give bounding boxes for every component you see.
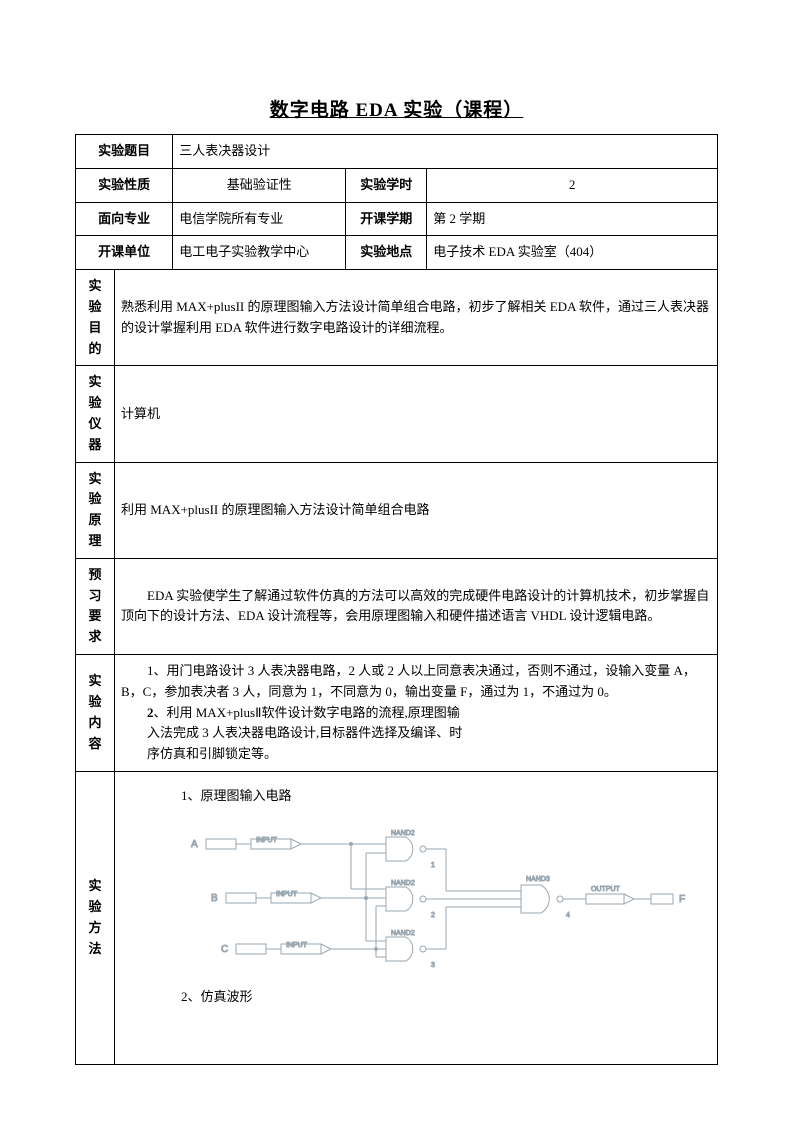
label-B: B bbox=[211, 893, 218, 904]
svg-text:NAND2: NAND2 bbox=[391, 830, 415, 837]
label-preview: 预习要求 bbox=[76, 558, 115, 654]
value-location: 电子技术 EDA 实验室（404） bbox=[427, 236, 718, 270]
value-content: 1、用门电路设计 3 人表决器电路，2 人或 2 人以上同意表决通过，否则不通过… bbox=[115, 654, 718, 771]
label-location: 实验地点 bbox=[346, 236, 427, 270]
svg-text:INPUT: INPUT bbox=[256, 837, 278, 844]
value-nature: 基础验证性 bbox=[173, 168, 346, 202]
label-instrument: 实验仪器 bbox=[76, 366, 115, 462]
label-principle: 实验原理 bbox=[76, 462, 115, 558]
label-major: 面向专业 bbox=[76, 202, 173, 236]
experiment-table: 实验题目 三人表决器设计 实验性质 基础验证性 实验学时 2 面向专业 电信学院… bbox=[75, 134, 718, 1065]
label-hours: 实验学时 bbox=[346, 168, 427, 202]
svg-text:2: 2 bbox=[431, 912, 435, 919]
value-purpose: 熟悉利用 MAX+plusII 的原理图输入方法设计简单组合电路，初步了解相关 … bbox=[115, 270, 718, 366]
svg-text:NAND2: NAND2 bbox=[391, 930, 415, 937]
svg-text:1: 1 bbox=[431, 862, 435, 869]
svg-text:3: 3 bbox=[431, 962, 435, 969]
label-semester: 开课学期 bbox=[346, 202, 427, 236]
label-nature: 实验性质 bbox=[76, 168, 173, 202]
value-hours: 2 bbox=[427, 168, 718, 202]
value-method: 1、原理图输入电路 A INPUT B I bbox=[115, 771, 718, 1064]
value-major: 电信学院所有专业 bbox=[173, 202, 346, 236]
label-C: C bbox=[221, 944, 228, 955]
label-topic: 实验题目 bbox=[76, 135, 173, 169]
value-instrument: 计算机 bbox=[115, 366, 718, 462]
svg-text:NAND3: NAND3 bbox=[526, 876, 550, 883]
svg-text:INPUT: INPUT bbox=[286, 942, 308, 949]
value-unit: 电工电子实验教学中心 bbox=[173, 236, 346, 270]
label-unit: 开课单位 bbox=[76, 236, 173, 270]
svg-text:INPUT: INPUT bbox=[276, 891, 298, 898]
label-F: F bbox=[679, 894, 685, 905]
page-title: 数字电路 EDA 实验（课程） bbox=[75, 95, 718, 122]
label-A: A bbox=[191, 839, 198, 850]
label-method: 实验方法 bbox=[76, 771, 115, 1064]
value-preview: EDA 实验使学生了解通过软件仿真的方法可以高效的完成硬件电路设计的计算机技术，… bbox=[115, 558, 718, 654]
svg-text:NAND2: NAND2 bbox=[391, 880, 415, 887]
circuit-diagram: A INPUT B INPUT bbox=[121, 807, 711, 987]
svg-text:OUTPUT: OUTPUT bbox=[591, 886, 621, 893]
value-principle: 利用 MAX+plusII 的原理图输入方法设计简单组合电路 bbox=[115, 462, 718, 558]
value-semester: 第 2 学期 bbox=[427, 202, 718, 236]
label-content: 实验内容 bbox=[76, 654, 115, 771]
value-topic: 三人表决器设计 bbox=[173, 135, 718, 169]
label-purpose: 实验目的 bbox=[76, 270, 115, 366]
svg-text:4: 4 bbox=[566, 912, 570, 919]
